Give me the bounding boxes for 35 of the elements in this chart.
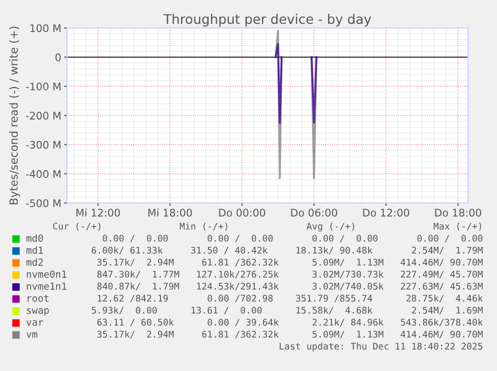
y-tick-label: 100 M — [30, 24, 60, 32]
text: Cur (-/+) Min (-/+) Avg (-/+) Max (-/+) — [53, 222, 482, 232]
text: 12.62 /842.19 0.00 /702.98 351.79 /855.74 28.75k/ 4.46k — [98, 294, 483, 302]
text: 6.00k/ 61.33k 31.50 / 40.42k 18.13k/ 90.48k 2.54M/ 1.79M — [92, 246, 483, 254]
text: 35.17k/ 2.94M 61.81 /362.32k 5.09M/ 1.13M 414.46M/ 90.70M — [97, 330, 483, 338]
text: 847.30k/ 1.77M 127.10k/276.25k 3.02M/730.73k 227.49M/ 45.70M — [97, 270, 483, 278]
x-tick-label: Do 18:00 — [435, 208, 482, 217]
legend-label: md1 — [26, 246, 43, 254]
text: 5.93k/ 0.00 13.61 / 0.00 15.58k/ 4.68k 2.54M/ 1.69M — [92, 306, 483, 314]
y-tick-label: -500 M — [26, 199, 60, 208]
y-tick-label: -200 M — [26, 112, 60, 120]
text: 840.87k/ 1.79M 124.53k/291.43k 3.02M/740.05k 227.63M/ 45.63M — [97, 282, 483, 290]
x-tick-label: Do 06:00 — [291, 208, 338, 217]
text: 35.17k/ 2.94M 61.81 /362.32k 5.09M/ 1.13M 414.46M/ 90.70M — [97, 258, 483, 266]
text: 63.11 / 60.50k 0.00 / 39.64k 2.21k/ 84.96k 543.86k/378.40k — [97, 318, 483, 326]
text: Last update: Thu Dec 11 18:40:22 2025 — [280, 342, 482, 352]
x-tick-label: Mi 18:00 — [148, 208, 192, 217]
legend-label: nvme1n1 — [26, 282, 66, 290]
legend-label: root — [28, 294, 48, 302]
y-tick-label: 0 — [56, 53, 61, 62]
legend-label: md0 — [26, 234, 43, 242]
legend-label: swap — [27, 308, 49, 316]
legend-label: nvme0n1 — [26, 270, 66, 278]
x-tick-label: Do 12:00 — [363, 208, 410, 217]
x-tick-label: Do 00:00 — [219, 208, 266, 217]
x-tick-label: Mi 12:00 — [76, 208, 120, 217]
y-tick-label: -100 M — [26, 82, 60, 90]
legend-label: vm — [26, 332, 38, 338]
y-tick-label: -400 M — [26, 170, 60, 178]
chart-title: Throughput per device - by day — [163, 14, 372, 27]
y-tick-label: -300 M — [26, 140, 60, 149]
text: 0.00 / 0.00 0.00 / 0.00 0.00 / 0.00 0.00 / 0.00 — [102, 234, 482, 242]
y-axis-title: Bytes/second read (-) / write (+) — [9, 26, 20, 204]
legend-label: var — [26, 320, 44, 326]
legend-label: md2 — [26, 258, 43, 266]
